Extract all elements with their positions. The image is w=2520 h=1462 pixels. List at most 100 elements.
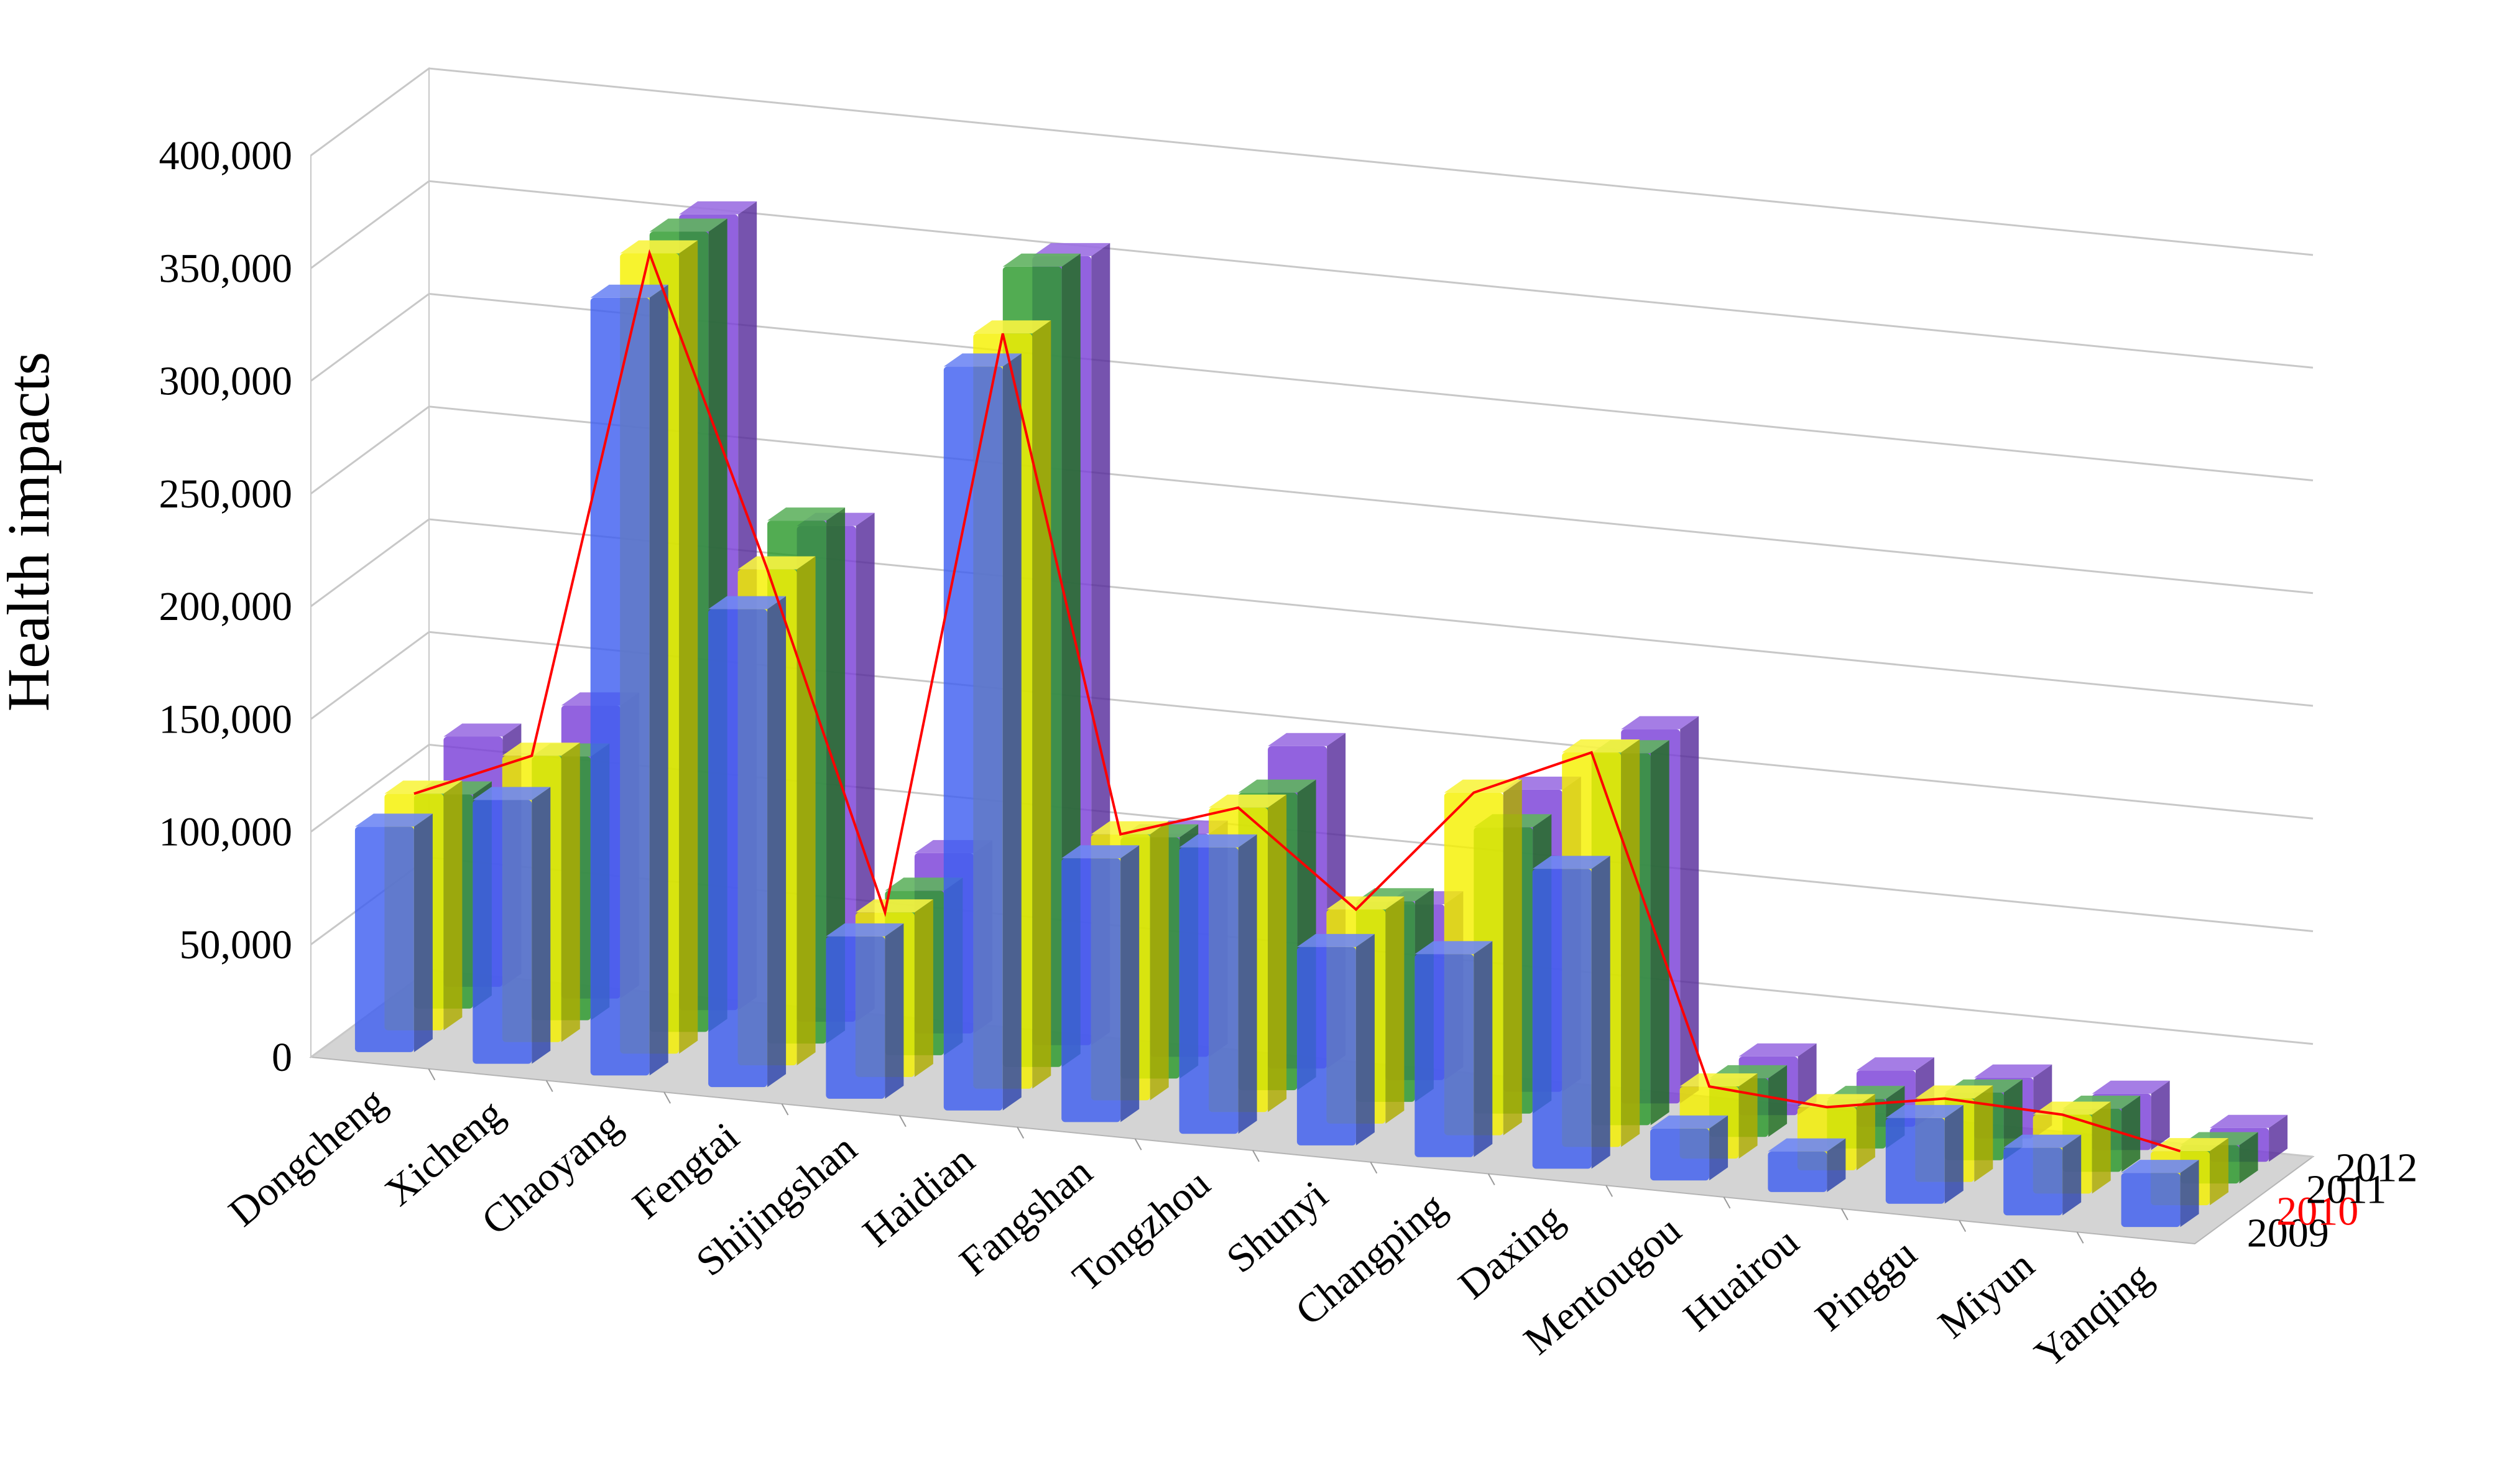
bar-2010-top [1915,1085,1993,1099]
x-tick-mark [1959,1220,1967,1232]
bar-2009-front [354,826,414,1052]
bar-2010-top [1679,1073,1758,1087]
bar-2009-top [473,787,551,800]
bar-2011-side [1768,1065,1788,1137]
bar-2012-top [1856,1057,1934,1071]
bar-2011-top [649,218,727,232]
x-category-label: Yanqing [2026,1254,2161,1377]
bar-2010-top [1562,739,1640,752]
y-tick-label: 400,000 [159,133,293,178]
bar-2009-top [1650,1115,1728,1129]
bar-2010-top [737,556,816,570]
bar-2009-front [1061,858,1121,1122]
bar-2010-side [1974,1085,1993,1182]
x-category-label: Dongcheng [220,1079,394,1235]
series-2010-trend-line [413,249,2181,1153]
bar-2010-side [1738,1073,1758,1159]
bar-2009-top [590,284,668,298]
bar-2011-side [1650,740,1669,1126]
x-tick-mark [428,1068,436,1081]
bar-2011-top [767,507,846,521]
x-category-label: Pinggu [1807,1231,1925,1340]
x-tick-mark [1487,1173,1495,1185]
gridline [310,292,2314,481]
y-tick-label: 150,000 [159,696,293,742]
gridline [310,405,2314,595]
bar-2009-front [1296,946,1356,1145]
bar-2009-side [2180,1160,2199,1228]
bar-2011-side [2239,1132,2258,1184]
y-tick-label: 250,000 [159,471,293,517]
bar-2010-top [502,743,580,756]
y-tick-label: 100,000 [159,810,293,855]
depth-axis-label: 2009 [2247,1211,2329,1256]
gridline [310,67,2314,256]
bar-2009-top [826,923,904,937]
bar-2010-top [1209,794,1287,808]
x-tick-mark [2076,1231,2084,1244]
bar-2009-top [708,596,787,609]
bar-2010-side [1032,320,1051,1089]
bar-2009-top [2003,1134,2082,1148]
bar-2010-side [561,743,580,1042]
bar-2010-side [914,899,933,1077]
bar-2009-top [1885,1104,1964,1118]
bar-2009-side [1709,1115,1728,1181]
bar-2010-side [796,556,816,1066]
bar-2009-side [1474,941,1493,1157]
bar-2009-top [2121,1160,2199,1173]
bar-2009-side [2062,1134,2082,1216]
gridline [310,518,2314,707]
bar-2010-side [2210,1138,2229,1206]
bar-2012-top [1268,733,1346,746]
bar-2010-top [2033,1101,2111,1115]
bar-2009-front [708,609,768,1088]
x-category-label: Daxing [1450,1195,1572,1308]
bar-2009-front [1650,1128,1710,1181]
bar-2009-front [826,936,885,1099]
bar-2009-front [1532,869,1592,1169]
bar-2009-front [1768,1151,1827,1192]
bar-2012-top [1738,1043,1817,1057]
y-tick-label: 200,000 [159,584,293,629]
bar-2011-side [2121,1095,2141,1172]
bar-2009-top [1061,845,1140,859]
bar-2010-side [1621,739,1640,1147]
x-tick-mark [545,1080,553,1092]
bar-2011-top [1238,779,1316,793]
bar-2009-side [413,813,433,1052]
bar-2009-top [1415,941,1493,955]
x-tick-mark [663,1091,671,1104]
bar-2012-side [1680,716,1699,1104]
bar-2009-front [473,800,532,1064]
x-category-label: Fengtai [624,1114,748,1228]
x-tick-mark [1605,1185,1613,1197]
bar-2009-side [767,596,787,1088]
bar-2009-side [649,284,668,1076]
x-category-label: Shunyi [1218,1172,1336,1282]
x-tick-mark [1134,1138,1142,1150]
bar-2012-top [679,201,757,215]
bar-2012-top [1032,243,1110,256]
bar-2009-front [2121,1173,2181,1228]
bar-2012-top [1974,1064,2052,1078]
bar-2009-side [532,787,551,1064]
bar-2010-top [973,320,1051,334]
x-tick-mark [1017,1127,1025,1139]
bar-2009-side [1002,353,1022,1111]
bar-2010-top [855,899,933,913]
bar-2009-front [2003,1147,2063,1216]
depth-axis-label: 2012 [2335,1145,2417,1191]
bar-2009-top [1296,933,1375,947]
bar-2010-top [1091,821,1169,835]
x-category-label: Huairou [1675,1219,1807,1340]
bar-2012-side [2151,1080,2170,1150]
bar-2009-side [1591,856,1610,1169]
y-tick-label: 300,000 [159,359,293,404]
bar-2012-side [2269,1114,2288,1162]
x-tick-mark [781,1103,789,1116]
bar-2010-side [1503,779,1522,1136]
bar-2011-top [1002,253,1081,267]
bar-2009-side [1120,845,1140,1122]
